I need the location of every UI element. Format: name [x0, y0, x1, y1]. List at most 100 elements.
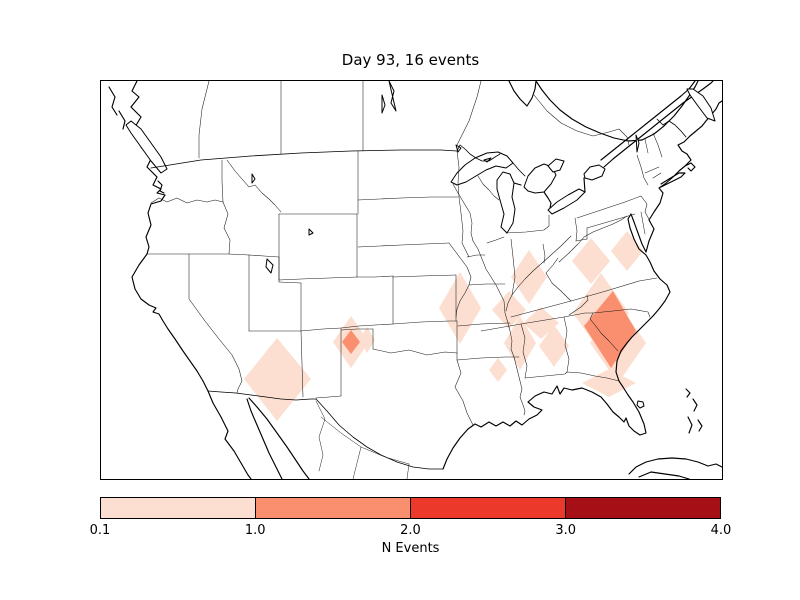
- state-border: [524, 371, 620, 382]
- state-border: [586, 213, 636, 229]
- state-border: [452, 183, 474, 242]
- state-border: [644, 138, 649, 154]
- state-border: [574, 217, 578, 242]
- coastline: [543, 191, 552, 209]
- state-border: [568, 294, 589, 316]
- lake-or-island-outline: [308, 228, 314, 236]
- coastline: [638, 471, 690, 479]
- event-patch-southwest-mississippi: [489, 358, 507, 382]
- event-patch-southeast-arizona: [244, 338, 311, 421]
- coastline: [685, 388, 691, 398]
- state-border: [486, 236, 505, 244]
- lake-or-island-outline: [686, 88, 716, 122]
- colorbar-ticks: 0.1 1.0 2.0 3.0 4.0: [90, 523, 732, 539]
- country-border: [512, 162, 526, 177]
- coastline: [130, 81, 209, 392]
- event-patch-alabama: [539, 325, 569, 367]
- state-border: [248, 254, 280, 258]
- state-border: [510, 277, 658, 318]
- state-border: [542, 243, 546, 264]
- state-border: [583, 215, 628, 238]
- state-border: [226, 159, 282, 213]
- lake-or-island-outline: [125, 120, 168, 174]
- lake-or-island-outline: [635, 134, 640, 153]
- state-border: [448, 242, 472, 286]
- country-border: [656, 118, 687, 138]
- coastline: [692, 398, 698, 412]
- state-border: [300, 320, 458, 332]
- lake-or-island-outline: [547, 188, 586, 215]
- state-border: [636, 154, 649, 186]
- coastline: [684, 162, 696, 172]
- state-border: [575, 238, 588, 242]
- lake-or-island-outline: [583, 164, 606, 181]
- event-patch-kansas-missouri-border: [439, 272, 481, 344]
- map-canvas: [108, 81, 722, 479]
- mexican-state-border: [315, 400, 326, 472]
- state-border: [372, 348, 458, 356]
- state-border: [466, 254, 486, 258]
- state-border: [652, 172, 662, 179]
- state-border: [456, 356, 520, 361]
- state-border: [222, 201, 231, 255]
- state-border: [300, 330, 304, 398]
- state-border: [592, 308, 651, 318]
- event-patch-eastern-new-mexico-overlap: [342, 330, 360, 354]
- coastline: [687, 416, 693, 434]
- coastline: [583, 177, 586, 193]
- mexican-state-border: [320, 416, 410, 465]
- event-patch-virginia-coast: [611, 231, 643, 271]
- state-border: [357, 196, 459, 201]
- state-border: [278, 281, 302, 284]
- state-border: [520, 323, 528, 379]
- lake-or-island-outline: [523, 163, 557, 194]
- coastline: [118, 110, 126, 130]
- country-border: [207, 390, 317, 401]
- country-border: [150, 149, 458, 169]
- event-patch-oklahoma-panhandle: [359, 327, 375, 353]
- state-border: [457, 322, 511, 327]
- map-axes: [100, 80, 723, 480]
- state-border: [652, 132, 663, 158]
- state-border: [468, 283, 506, 286]
- colorbar-tick-label: 0.1: [89, 523, 111, 538]
- colorbar-segment-3: [410, 498, 565, 518]
- lake-or-island-outline: [265, 258, 274, 274]
- colorbar-tick-label: 2.0: [400, 523, 421, 538]
- state-border: [558, 236, 585, 263]
- state-border: [454, 359, 474, 426]
- coastline: [513, 182, 522, 186]
- state-border: [510, 238, 516, 296]
- lake-or-island-outline: [251, 173, 256, 184]
- state-border: [589, 312, 619, 352]
- state-border: [188, 253, 243, 394]
- state-border: [477, 175, 500, 201]
- province-border: [456, 81, 482, 146]
- mexican-state-border: [352, 446, 362, 479]
- colorbar-tick-label: 1.0: [244, 523, 266, 538]
- state-border: [150, 197, 224, 204]
- lake-or-island-outline: [636, 400, 645, 409]
- event-patch-west-virginia: [572, 238, 610, 284]
- colorbar-segment-1: [101, 498, 255, 518]
- event-patch-north-florida-georgia: [582, 369, 636, 397]
- state-border: [505, 214, 550, 234]
- colorbar-segment-2: [255, 498, 410, 518]
- state-border: [640, 195, 651, 222]
- province-border: [533, 94, 630, 146]
- event-patch-west-kentucky-tennessee: [492, 291, 526, 329]
- colorbar-tick-label: 4.0: [710, 523, 732, 538]
- country-border: [315, 398, 444, 470]
- coastline: [600, 81, 696, 161]
- coastline: [660, 172, 686, 188]
- state-border: [640, 211, 646, 235]
- colorbar-tick-label: 3.0: [555, 523, 577, 538]
- coastline: [628, 457, 722, 475]
- lake-or-island-outline: [547, 158, 565, 173]
- colorbar-segment-4: [565, 498, 720, 518]
- state-border: [392, 274, 457, 278]
- state-border: [455, 284, 470, 318]
- state-border: [221, 159, 224, 203]
- lake-or-island-outline: [496, 171, 516, 234]
